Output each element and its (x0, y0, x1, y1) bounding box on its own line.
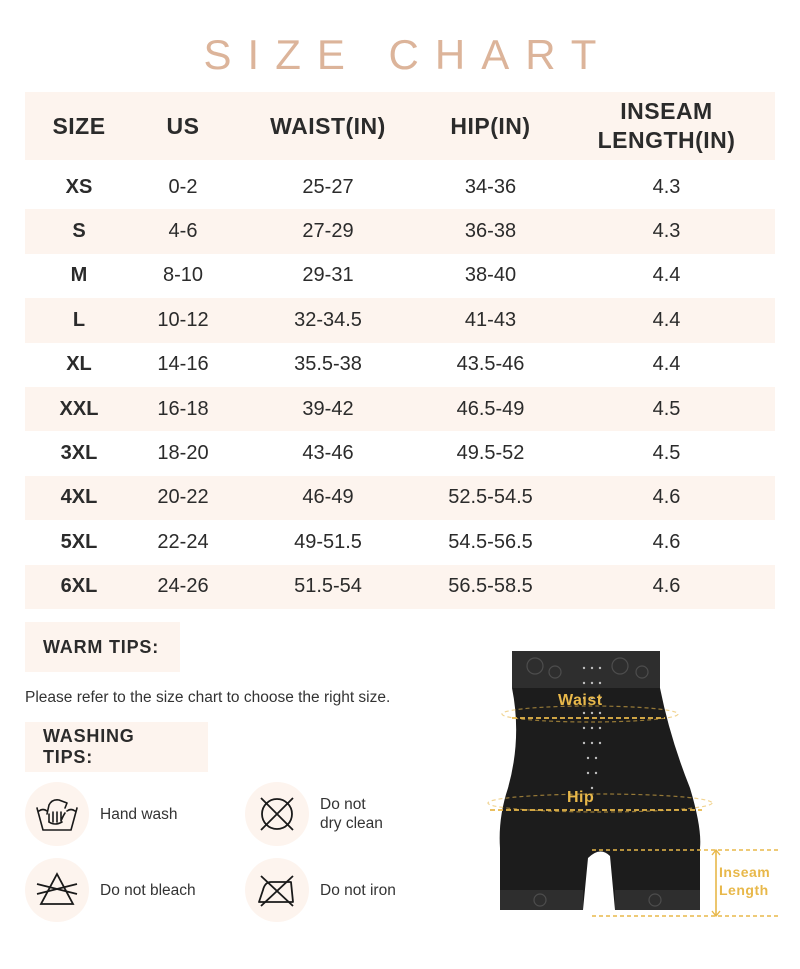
care-label: Hand wash (100, 805, 178, 823)
cell-inseam: 4.6 (652, 530, 681, 553)
do-not-bleach-icon (25, 858, 89, 922)
inseam-label: Inseam Length (719, 863, 770, 899)
table-row: 4XL 20-22 46-49 52.5-54.5 4.6 (25, 475, 775, 521)
cell-size: XS (65, 175, 93, 198)
table-row: XXL 16-18 39-42 46.5-49 4.5 (25, 386, 775, 432)
cell-inseam: 4.6 (652, 575, 681, 598)
table-row: XS 0-2 25-27 34-36 4.3 (25, 165, 775, 209)
cell-hip: 49.5-52 (456, 442, 525, 465)
cell-inseam: 4.5 (652, 442, 681, 465)
cell-us: 24-26 (157, 575, 209, 598)
care-item-do-not-iron: Do not iron (245, 858, 396, 922)
cell-waist: 43-46 (302, 442, 354, 465)
header-inseam: INSEAM LENGTH(IN) (558, 97, 775, 155)
cell-size: XL (66, 353, 92, 376)
table-row: 5XL 22-24 49-51.5 54.5-56.5 4.6 (25, 520, 775, 564)
cell-inseam: 4.6 (652, 486, 681, 509)
table-row: 6XL 24-26 51.5-54 56.5-58.5 4.6 (25, 564, 775, 609)
cell-us: 14-16 (157, 353, 209, 376)
cell-size: 4XL (60, 486, 98, 509)
page-title: SIZE CHART (203, 31, 613, 78)
inseam-label-line2: Length (719, 882, 769, 898)
cell-hip: 36-38 (464, 220, 517, 243)
cell-waist: 51.5-54 (294, 575, 362, 598)
hip-label: Hip (567, 789, 595, 806)
cell-size: S (72, 220, 86, 243)
care-label: Do not iron (320, 881, 396, 899)
care-item-hand-wash: Hand wash (25, 782, 178, 846)
cell-hip: 56.5-58.5 (448, 575, 533, 598)
cell-hip: 38-40 (464, 264, 517, 287)
cell-us: 10-12 (157, 308, 209, 331)
cell-inseam: 4.4 (652, 264, 681, 287)
cell-size: 5XL (60, 530, 98, 553)
cell-size: 3XL (60, 442, 98, 465)
cell-waist: 29-31 (302, 264, 354, 287)
care-label: Do not dry clean (320, 795, 383, 833)
table-row: M 8-10 29-31 38-40 4.4 (25, 254, 775, 298)
cell-size: XXL (59, 397, 99, 420)
cell-us: 22-24 (157, 530, 209, 553)
inseam-label-line1: Inseam (719, 864, 771, 880)
cell-us: 4-6 (168, 220, 198, 243)
shapewear-illustration (487, 651, 780, 918)
hand-wash-icon (25, 782, 89, 846)
cell-inseam: 4.5 (652, 397, 681, 420)
cell-waist: 27-29 (302, 220, 354, 243)
cell-inseam: 4.3 (652, 220, 681, 243)
cell-waist: 49-51.5 (294, 530, 362, 553)
cell-hip: 52.5-54.5 (448, 486, 533, 509)
cell-hip: 54.5-56.5 (448, 530, 533, 553)
table-row: L 10-12 32-34.5 41-43 4.4 (25, 298, 775, 343)
washing-tips-heading: WASHING TIPS: (25, 722, 208, 772)
header-us: US (166, 112, 200, 139)
cell-size: L (72, 308, 86, 331)
table-row: S 4-6 27-29 36-38 4.3 (25, 209, 775, 254)
cell-waist: 35.5-38 (294, 353, 362, 376)
measurement-diagram: Waist Hip Inseam Length (450, 648, 790, 948)
cell-us: 18-20 (157, 442, 209, 465)
waist-label: Waist (558, 692, 603, 709)
table-row: XL 14-16 35.5-38 43.5-46 4.4 (25, 343, 775, 387)
size-table: SIZE US WAIST(IN) HIP(IN) INSEAM LENGTH(… (25, 92, 775, 609)
cell-waist: 39-42 (302, 397, 354, 420)
cell-us: 0-2 (168, 175, 198, 198)
header-size: SIZE (52, 112, 106, 139)
cell-size: M (70, 264, 88, 287)
cell-hip: 46.5-49 (456, 397, 525, 420)
cell-inseam: 4.4 (652, 308, 681, 331)
care-item-do-not-bleach: Do not bleach (25, 858, 196, 922)
care-item-do-not-dry-clean: Do not dry clean (245, 782, 383, 846)
header-inseam-line1: INSEAM (620, 98, 713, 124)
cell-hip: 34-36 (464, 175, 517, 198)
header-waist: WAIST(IN) (270, 112, 386, 139)
cell-us: 20-22 (157, 486, 209, 509)
cell-inseam: 4.4 (652, 353, 681, 376)
do-not-iron-icon (245, 858, 309, 922)
warm-tips-heading: WARM TIPS: (25, 622, 180, 672)
care-label-line2: dry clean (320, 815, 383, 832)
cell-us: 16-18 (157, 397, 209, 420)
cell-us: 8-10 (162, 264, 204, 287)
header-hip: HIP(IN) (450, 112, 531, 139)
cell-waist: 32-34.5 (294, 308, 362, 331)
care-label-line1: Do not (320, 796, 366, 813)
cell-waist: 46-49 (302, 486, 354, 509)
table-header-row: SIZE US WAIST(IN) HIP(IN) INSEAM LENGTH(… (25, 92, 775, 160)
cell-hip: 43.5-46 (456, 353, 525, 376)
cell-waist: 25-27 (302, 175, 354, 198)
cell-inseam: 4.3 (652, 175, 681, 198)
cell-hip: 41-43 (464, 308, 517, 331)
header-inseam-line2: LENGTH(IN) (597, 127, 736, 153)
do-not-dry-clean-icon (245, 782, 309, 846)
warm-tips-text: Please refer to the size chart to choose… (25, 689, 391, 706)
care-label: Do not bleach (100, 881, 196, 899)
cell-size: 6XL (60, 575, 98, 598)
table-row: 3XL 18-20 43-46 49.5-52 4.5 (25, 431, 775, 475)
